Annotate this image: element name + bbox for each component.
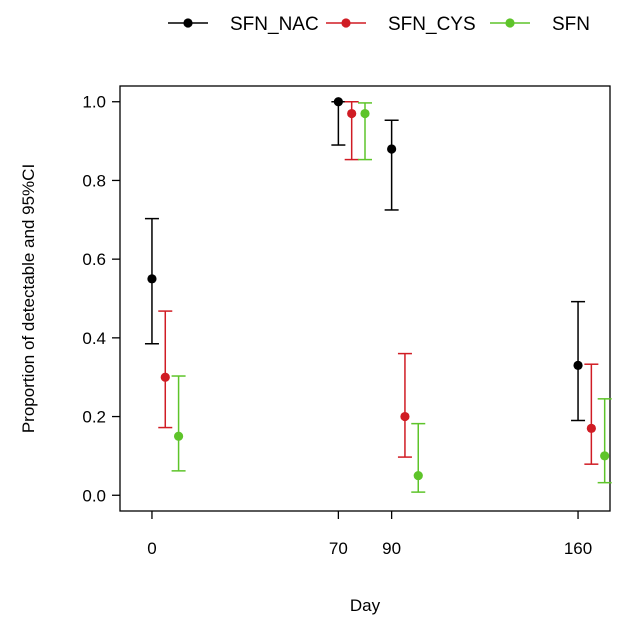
data-point (360, 108, 370, 119)
error-bar (171, 375, 186, 472)
legend-marker (341, 18, 351, 28)
error-bar (158, 310, 173, 429)
y-tick-label: 0.0 (82, 486, 106, 505)
x-axis: 0 70 90 160 (147, 511, 592, 558)
data-point (600, 451, 610, 461)
error-bar (584, 363, 599, 465)
error-bar (331, 100, 346, 146)
error-bar (411, 422, 426, 493)
series-SFN (171, 102, 612, 493)
series-SFN_CYS (158, 100, 599, 465)
data-point (347, 108, 357, 119)
series-layer (144, 97, 612, 493)
y-axis: 0.0 0.2 0.4 0.6 0.8 1.0 (82, 93, 120, 505)
legend-item-SFN: SFN (490, 14, 590, 35)
legend-marker (505, 18, 515, 28)
legend-label: SFN (552, 14, 590, 35)
data-point (387, 144, 397, 154)
series-SFN_NAC (144, 97, 586, 422)
legend: SFN_NAC SFN_CYS SFN (168, 14, 590, 35)
x-tick-label: 70 (329, 539, 348, 558)
x-tick-label: 160 (564, 539, 592, 558)
x-tick-label: 0 (147, 539, 156, 558)
y-tick-label: 0.4 (82, 329, 106, 348)
data-point (413, 470, 423, 481)
x-axis-title: Day (350, 596, 381, 615)
legend-item-SFN_CYS: SFN_CYS (326, 14, 476, 35)
y-axis-title: Proportion of detectable and 95%CI (19, 164, 38, 433)
data-point (333, 97, 343, 107)
legend-marker (183, 18, 193, 28)
error-bar (397, 352, 412, 458)
data-point (573, 360, 583, 370)
data-point (400, 411, 410, 422)
legend-label: SFN_CYS (388, 14, 476, 35)
data-point (160, 372, 170, 382)
plot-frame (119, 85, 611, 512)
data-point (586, 423, 596, 433)
legend-item-SFN_NAC: SFN_NAC (168, 14, 319, 35)
x-tick-label: 90 (382, 539, 401, 558)
y-tick-label: 0.8 (82, 171, 106, 190)
y-tick-label: 0.2 (82, 408, 106, 427)
y-tick-label: 1.0 (82, 93, 106, 112)
data-point (147, 274, 157, 284)
data-point (173, 431, 184, 441)
legend-label: SFN_NAC (230, 14, 319, 35)
error-bar (384, 119, 399, 211)
y-tick-label: 0.6 (82, 250, 106, 269)
error-bar (597, 398, 612, 484)
